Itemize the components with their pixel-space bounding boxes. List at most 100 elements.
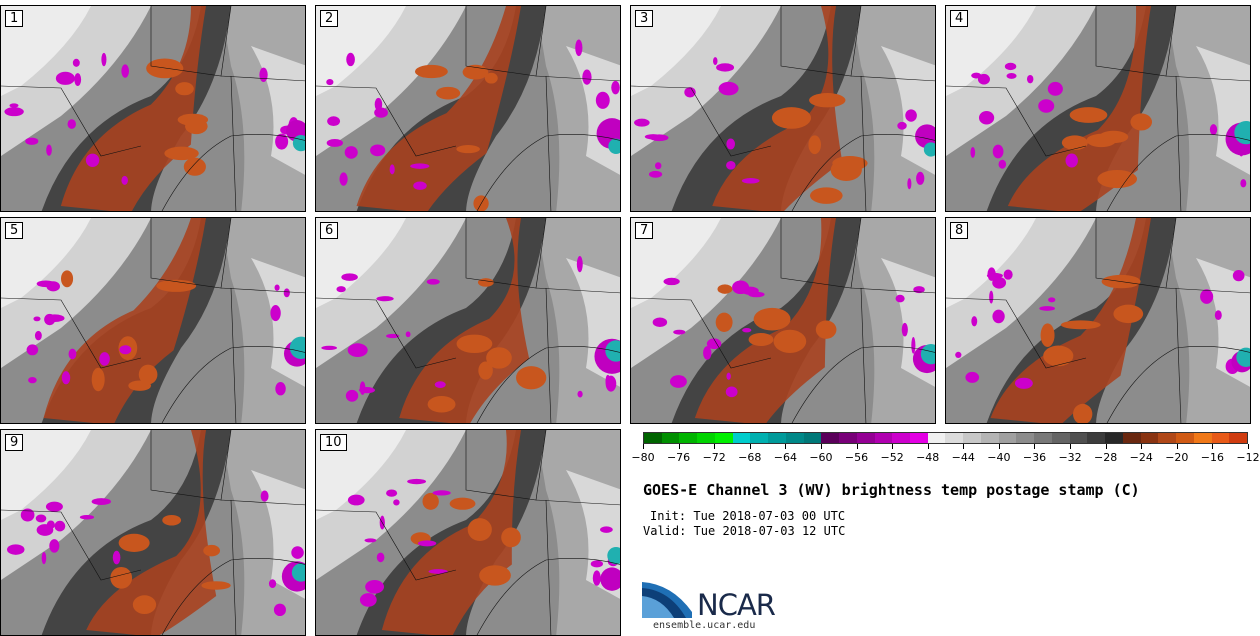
colorbar-swatch <box>1229 433 1247 443</box>
wv-map <box>1 218 305 423</box>
colorbar-tick-label: −60 <box>809 451 833 464</box>
colorbar-swatch <box>874 433 893 443</box>
colorbar-tick <box>785 444 787 449</box>
postage-stamp-panel: 2 <box>315 5 621 212</box>
panel-label: 4 <box>950 10 969 27</box>
colorbar-swatch <box>980 433 999 443</box>
colorbar-tick-label: −24 <box>1129 451 1153 464</box>
colorbar-tick-label: −68 <box>738 451 762 464</box>
colorbar-tick-label: −44 <box>951 451 975 464</box>
colorbar-swatch <box>1087 433 1106 443</box>
colorbar-swatch <box>945 433 964 443</box>
colorbar-swatch <box>768 433 786 443</box>
colorbar-swatch <box>1193 433 1212 443</box>
colorbar-swatch <box>803 433 822 443</box>
colorbar-tick <box>714 444 716 449</box>
colorbar-swatch <box>697 433 715 443</box>
colorbar-swatch <box>732 433 751 443</box>
panel-label: 7 <box>635 222 654 239</box>
colorbar-tick <box>643 444 644 449</box>
wv-map <box>946 6 1250 211</box>
colorbar-ticks: −80 −76 −72 −68 −64 −60 −56 −52 −48 −44 −40 −36 −32−… <box>631 444 1260 466</box>
colorbar-tick-label: −36 <box>1022 451 1047 464</box>
colorbar-swatch <box>644 433 662 443</box>
colorbar-swatch <box>1069 433 1088 443</box>
colorbar-tick-label: −64 <box>773 451 797 464</box>
colorbar-tick-label: −20 <box>1165 451 1189 464</box>
valid-time: Valid: Tue 2018-07-03 12 UTC <box>643 524 846 538</box>
colorbar-swatch <box>927 433 946 443</box>
postage-stamp-panel: 7 <box>630 217 936 424</box>
figure-title: GOES-E Channel 3 (WV) brightness temp po… <box>643 481 1140 499</box>
colorbar-tick-label: −48 <box>916 451 940 464</box>
colorbar-tick <box>892 444 894 449</box>
postage-stamp-panel: 9 <box>0 429 306 636</box>
colorbar-swatch <box>856 433 875 443</box>
panel-label: 8 <box>950 222 969 239</box>
colorbar-tick-label: −76 <box>666 451 691 464</box>
init-time: Init: Tue 2018-07-03 00 UTC <box>650 509 846 523</box>
postage-stamp-panel: 3 <box>630 5 936 212</box>
colorbar-tick <box>1176 444 1178 449</box>
panel-label: 1 <box>5 10 24 27</box>
colorbar-tick <box>856 444 858 449</box>
postage-stamp-panel: 4 <box>945 5 1251 212</box>
panel-label: 5 <box>5 222 24 239</box>
wv-map <box>1 430 305 635</box>
colorbar-swatch <box>1140 433 1159 443</box>
colorbar-swatch <box>1158 433 1177 443</box>
colorbar-swatch <box>661 433 680 443</box>
colorbar-tick <box>1105 444 1107 449</box>
logo-url: ensemble.ucar.edu <box>653 620 756 631</box>
panel-label: 10 <box>320 434 347 451</box>
wv-map <box>316 218 620 423</box>
wv-map <box>316 430 620 635</box>
wv-map <box>1 6 305 211</box>
wv-map <box>316 6 620 211</box>
colorbar-swatch <box>1211 433 1230 443</box>
colorbar-tick-label: −72 <box>702 451 726 464</box>
colorbar-swatch <box>1105 433 1123 443</box>
colorbar-swatch <box>1051 433 1070 443</box>
colorbar-swatch <box>892 433 911 443</box>
wv-map <box>946 218 1250 423</box>
colorbar-tick-label: −56 <box>844 451 869 464</box>
colorbar-tick-label: −80 <box>631 451 655 464</box>
panel-label: 9 <box>5 434 24 451</box>
colorbar <box>643 432 1248 444</box>
colorbar-tick <box>1141 444 1143 449</box>
colorbar-swatch <box>679 433 698 443</box>
panel-label: 6 <box>320 222 339 239</box>
colorbar-tick-label: −16 <box>1200 451 1225 464</box>
colorbar-tick-label: −28 <box>1094 451 1118 464</box>
panel-label: 2 <box>320 10 339 27</box>
colorbar-tick-label: −52 <box>880 451 904 464</box>
ncar-logo-icon <box>642 582 692 618</box>
colorbar-tick <box>678 444 680 449</box>
colorbar-tick <box>927 444 929 449</box>
wv-map <box>631 6 935 211</box>
colorbar-swatch <box>1122 433 1141 443</box>
colorbar-swatch <box>750 433 769 443</box>
colorbar-tick <box>749 444 751 449</box>
colorbar-swatch <box>839 433 857 443</box>
colorbar-swatch <box>1016 433 1035 443</box>
colorbar-swatch <box>785 433 804 443</box>
postage-stamp-panel: 8 <box>945 217 1251 424</box>
colorbar-tick <box>820 444 822 449</box>
postage-stamp-panel: 1 <box>0 5 306 212</box>
postage-stamp-panel: 6 <box>315 217 621 424</box>
colorbar-tick <box>1212 444 1214 449</box>
colorbar-swatch <box>821 433 840 443</box>
colorbar-swatch <box>963 433 981 443</box>
colorbar-swatch <box>714 433 733 443</box>
wv-map <box>631 218 935 423</box>
colorbar-tick <box>998 444 1000 449</box>
colorbar-tick <box>963 444 965 449</box>
colorbar-swatch <box>998 433 1017 443</box>
colorbar-tick-label: −40 <box>987 451 1011 464</box>
postage-stamp-panel: 10 <box>315 429 621 636</box>
colorbar-swatch <box>1176 433 1194 443</box>
colorbar-swatch <box>910 433 928 443</box>
colorbar-tick-label: −12 <box>1236 451 1260 464</box>
